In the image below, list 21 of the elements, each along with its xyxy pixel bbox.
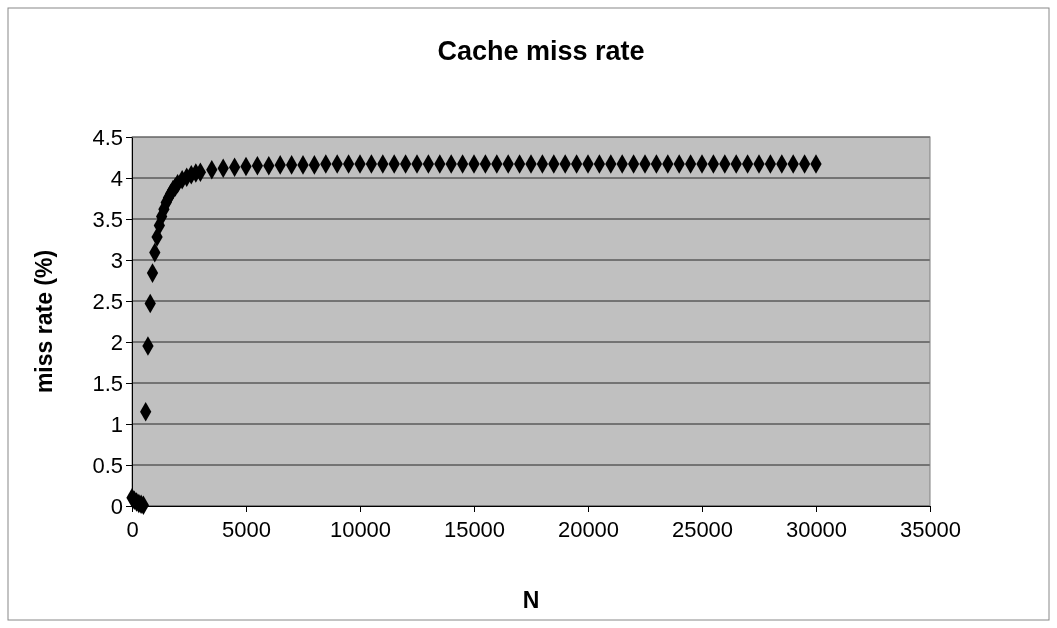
x-axis-title: N [522,587,540,613]
x-tick-label: 10000 [329,517,392,542]
y-tick-label: 3 [110,247,123,273]
y-tick-label: 2 [110,329,123,355]
y-tick-label: 1 [110,411,123,437]
x-tick-label: 15000 [443,517,506,542]
y-tick-label: 3.5 [92,206,123,232]
x-tick-label: 30000 [785,517,848,542]
y-axis-title: miss rate (%) [31,249,57,394]
x-tick-label: 35000 [899,517,962,542]
x-tick-label: 5000 [222,517,271,542]
y-tick-label: 2.5 [92,288,123,314]
x-tick-label: 25000 [671,517,734,542]
y-tick-label: 4 [110,165,123,191]
y-tick-label: 4.5 [92,124,123,150]
y-tick-label: 0.5 [92,452,123,478]
x-tick-label: 0 [126,517,139,542]
y-tick-label: 1.5 [92,370,123,396]
x-tick-label: 20000 [557,517,620,542]
y-tick-label: 0 [110,493,123,519]
chart-title: Cache miss rate [437,36,645,66]
